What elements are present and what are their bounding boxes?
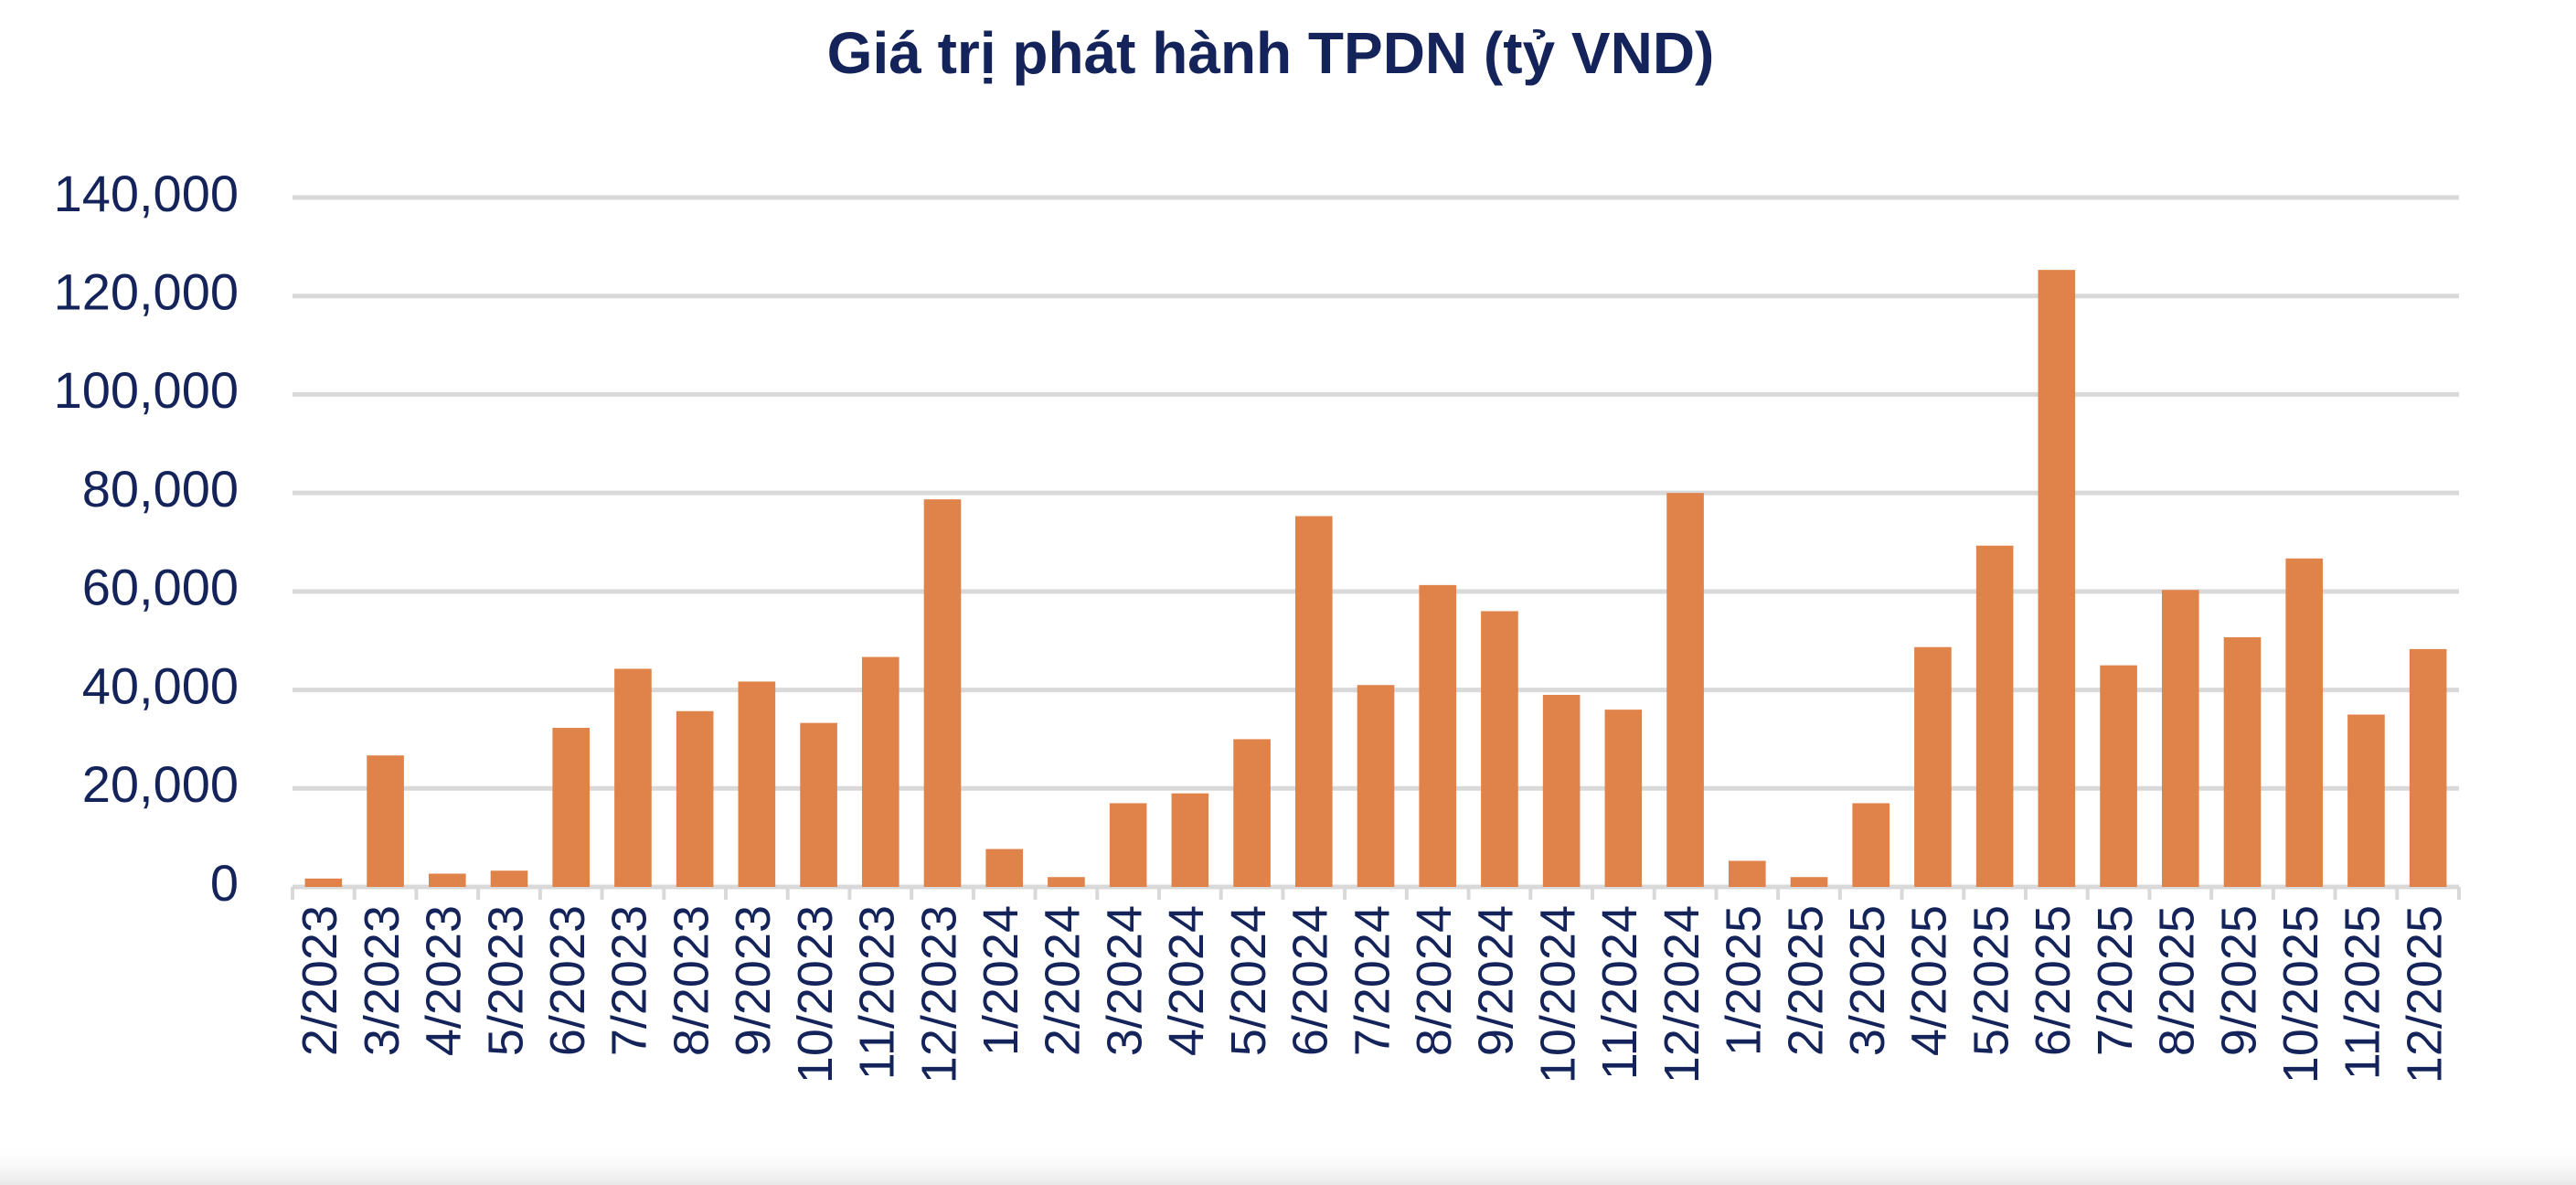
bar — [1419, 584, 1457, 887]
x-tick-label: 12/2023 — [911, 905, 966, 1084]
bar — [738, 681, 776, 887]
bar — [800, 722, 837, 887]
bar — [1914, 646, 1952, 887]
bar — [2409, 648, 2447, 887]
x-tick-label: 8/2025 — [2150, 905, 2205, 1056]
y-tick-label: 120,000 — [54, 263, 239, 321]
x-tick-label: 9/2025 — [2211, 905, 2266, 1056]
x-tick-label: 1/2025 — [1717, 905, 1772, 1056]
x-tick-label: 4/2023 — [417, 905, 472, 1056]
bar — [861, 657, 899, 887]
bar — [1975, 545, 2014, 887]
x-tick-label: 5/2024 — [1221, 905, 1276, 1056]
bar — [985, 849, 1024, 887]
bottom-shade — [0, 1143, 2576, 1185]
x-tick-label: 10/2025 — [2273, 905, 2328, 1084]
chart-title: Giá trị phát hành TPDN (tỷ VND) — [827, 20, 1715, 86]
x-tick-label: 2/2024 — [1036, 905, 1091, 1056]
y-tick-label: 20,000 — [82, 755, 239, 813]
x-tick-label: 11/2024 — [1592, 905, 1647, 1080]
bar — [428, 873, 466, 887]
x-tick-label: 7/2025 — [2088, 905, 2143, 1056]
bar — [367, 755, 404, 887]
x-tick-label: 7/2024 — [1345, 905, 1400, 1056]
bar — [1357, 685, 1395, 887]
x-tick-label: 10/2023 — [788, 905, 843, 1084]
y-tick-label: 140,000 — [54, 165, 239, 222]
x-tick-label: 3/2025 — [1840, 905, 1895, 1056]
bar — [923, 499, 962, 887]
x-tick-label: 5/2025 — [1964, 905, 2018, 1056]
bar — [1294, 516, 1333, 887]
x-tick-label: 6/2024 — [1283, 905, 1338, 1056]
bar — [2347, 714, 2385, 887]
x-tick-label: 9/2023 — [726, 905, 781, 1056]
x-tick-label: 3/2023 — [355, 905, 410, 1056]
y-tick-label: 40,000 — [82, 657, 239, 714]
bar — [2223, 636, 2262, 887]
bar — [1048, 877, 1085, 887]
bar — [1171, 793, 1209, 887]
bar — [1852, 803, 1890, 887]
bar — [1728, 860, 1766, 887]
bar — [2038, 270, 2076, 887]
bar — [1233, 739, 1271, 887]
y-tick-label: 0 — [210, 854, 239, 912]
bar — [1481, 611, 1518, 887]
x-tick-label: 4/2024 — [1159, 905, 1214, 1056]
bar — [2285, 558, 2324, 887]
x-tick-label: 11/2025 — [2336, 905, 2390, 1080]
bar — [1790, 877, 1828, 887]
x-tick-label: 12/2025 — [2397, 905, 2452, 1084]
y-tick-label: 80,000 — [82, 460, 239, 518]
x-tick-label: 2/2023 — [293, 905, 347, 1056]
x-tick-label: 6/2023 — [540, 905, 595, 1056]
bar — [1542, 694, 1581, 887]
bar — [2100, 665, 2137, 887]
x-tick-label: 2/2025 — [1778, 905, 1833, 1056]
x-tick-label: 8/2023 — [664, 905, 719, 1056]
bar — [304, 878, 343, 887]
x-tick-label: 8/2024 — [1407, 905, 1462, 1056]
x-tick-label: 10/2024 — [1530, 905, 1585, 1084]
bar — [1666, 493, 1704, 887]
x-tick-label: 1/2024 — [974, 905, 1028, 1056]
bar — [2161, 590, 2199, 887]
y-tick-label: 60,000 — [82, 559, 239, 616]
bar — [1604, 710, 1643, 887]
bar — [676, 710, 714, 887]
x-tick-label: 3/2024 — [1097, 905, 1152, 1056]
x-tick-label: 7/2023 — [602, 905, 657, 1056]
x-tick-label: 4/2025 — [1902, 905, 1957, 1056]
bar — [552, 728, 591, 887]
bar — [614, 668, 652, 887]
x-tick-label: 9/2024 — [1469, 905, 1524, 1056]
x-tick-label: 11/2023 — [850, 905, 905, 1080]
bar — [490, 870, 528, 887]
x-tick-label: 12/2024 — [1655, 905, 1709, 1084]
y-tick-label: 100,000 — [54, 361, 239, 419]
bar — [1109, 803, 1147, 887]
x-tick-label: 5/2023 — [478, 905, 533, 1056]
x-tick-label: 6/2025 — [2026, 905, 2081, 1056]
